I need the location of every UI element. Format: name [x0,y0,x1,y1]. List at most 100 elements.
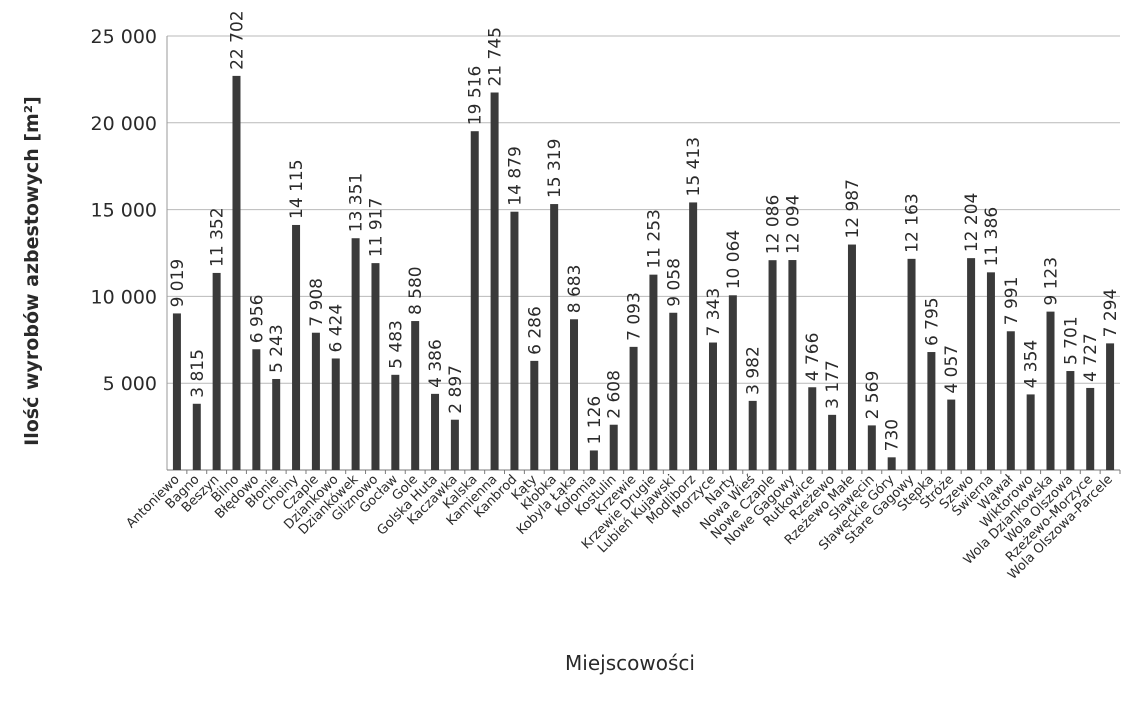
data-label: 6 286 [525,306,545,355]
data-label: 13 351 [347,173,367,232]
data-label: 7 991 [1002,277,1022,326]
bar [768,260,777,470]
bar [530,360,539,470]
bar [470,131,479,470]
y-tick-label: 15 000 [91,200,157,222]
bar [292,224,301,470]
data-label: 5 701 [1061,316,1081,365]
bar [986,272,995,470]
bar [828,414,837,470]
data-label: 3 982 [744,346,764,395]
data-label: 8 580 [406,266,426,315]
bar [649,274,658,470]
bar [808,387,817,470]
data-label: 22 702 [227,10,247,69]
data-label: 7 343 [704,288,724,337]
bar [391,374,400,470]
bars [172,75,1115,471]
bar [371,263,380,470]
bar [490,92,499,470]
y-tick-label: 5 000 [103,373,157,395]
data-label: 19 516 [466,66,486,125]
data-label: 7 908 [307,278,327,327]
data-label: 12 204 [962,193,982,252]
bar [867,425,876,470]
x-tick-labels: AntoniewoBagnoBeszynBilnoBłędowoBłonieCh… [124,472,1116,583]
bar [1086,387,1095,470]
bar [669,312,678,470]
data-label: 12 086 [764,195,784,254]
bar [708,342,717,470]
bar [748,400,757,470]
bar [947,399,956,470]
data-label: 10 064 [724,230,744,289]
data-label: 7 093 [625,292,645,341]
bar [847,244,856,470]
bar [411,321,420,470]
bar [689,202,698,471]
data-label: 6 424 [327,304,347,353]
y-tick-label: 10 000 [91,286,157,308]
bar [1006,331,1015,470]
bar [252,349,261,470]
data-label: 9 019 [168,259,188,308]
data-label: 4 386 [426,339,446,388]
data-label: 1 126 [585,396,605,445]
data-label: 4 057 [942,345,962,394]
data-label: 14 879 [505,146,525,205]
bar [550,204,559,470]
data-label: 2 608 [605,370,625,419]
data-label: 8 683 [565,265,585,314]
bar [450,419,459,470]
bar [331,358,340,470]
bar [927,352,936,470]
bar [351,238,360,470]
y-tick-label: 25 000 [91,26,157,48]
data-label: 7 294 [1101,289,1121,338]
data-label: 11 917 [366,198,386,257]
data-label: 6 795 [922,297,942,346]
data-label: 11 386 [982,207,1002,266]
bar [907,258,916,470]
bar [609,424,618,470]
axes [166,36,1121,474]
bar [172,313,181,470]
bar [1106,343,1115,470]
bar [967,258,976,470]
data-label: 4 354 [1022,340,1042,389]
data-label: 2 897 [446,365,466,414]
data-label: 3 815 [188,349,208,398]
data-label: 11 352 [208,207,228,266]
data-label: 9 058 [664,258,684,307]
data-label: 14 115 [287,159,307,218]
data-label: 12 163 [903,193,923,252]
data-label: 5 483 [386,320,406,369]
data-label: 21 745 [486,27,506,86]
data-label: 4 766 [803,333,823,382]
data-label: 6 956 [247,295,267,344]
bar [311,332,320,470]
bar [1026,394,1035,470]
bar [788,260,797,470]
x-axis-title: Miejscowości [565,651,695,675]
bar [232,75,241,470]
bar [570,319,579,470]
data-label: 5 243 [267,324,287,373]
bar [887,457,896,470]
data-label: 12 987 [843,179,863,238]
bar [728,295,737,470]
data-label: 2 569 [863,371,883,420]
bar [1046,311,1055,470]
bar [629,346,638,470]
bar [510,211,519,470]
y-tick-labels: 5 000 10 000 15 000 20 000 25 000 [91,26,157,395]
bar [272,378,281,470]
bar [1066,371,1075,470]
bar [589,450,598,470]
gridlines [167,35,1120,384]
y-tick-label: 20 000 [91,113,157,135]
data-label: 15 413 [684,137,704,196]
